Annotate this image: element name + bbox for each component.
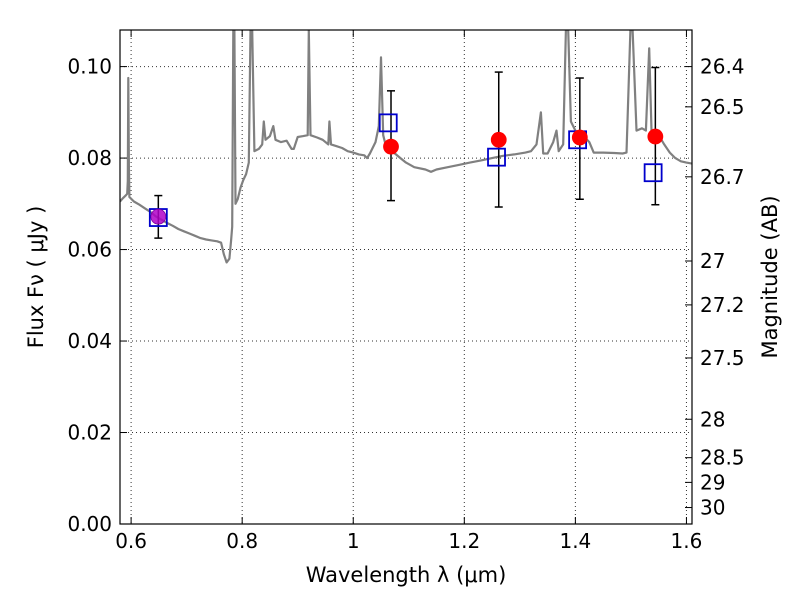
y-tick-label: 0.04 — [67, 329, 112, 353]
y-tick-label: 0.00 — [67, 512, 112, 536]
y2-tick-label: 26.4 — [700, 55, 745, 79]
observed-points — [150, 128, 664, 225]
plot-frame — [119, 29, 693, 525]
y2-tick-label: 30 — [700, 496, 725, 520]
y2-tick-label: 26.5 — [700, 95, 745, 119]
y2-tick-label: 27.5 — [700, 346, 745, 370]
x-tick-label: 1.6 — [671, 529, 703, 553]
y2-tick-label: 26.7 — [700, 165, 745, 189]
x-tick-label: 1.4 — [559, 529, 591, 553]
y-axis-label: Flux Fν ( μJy ) — [24, 206, 48, 349]
y-tick-label: 0.06 — [67, 238, 112, 262]
model-square — [643, 163, 663, 183]
error-bars — [154, 66, 660, 239]
spectrum-line — [120, 30, 692, 264]
model-squares — [148, 113, 663, 227]
x-tick-label: 0.6 — [115, 529, 147, 553]
y2-axis-label: Magnitude (AB) — [758, 195, 782, 358]
x-axis-label: Wavelength λ (μm) — [306, 563, 507, 587]
y2-tick-label: 28.5 — [700, 446, 745, 470]
spectrum — [120, 30, 692, 264]
model-square — [378, 113, 398, 133]
y2-tick-label: 28 — [700, 407, 725, 431]
y2-tick-label: 27.2 — [700, 293, 745, 317]
y-axis: 0.00 0.02 0.04 0.06 0.08 0.10 — [67, 55, 127, 536]
x-axis: 0.6 0.8 1 1.2 1.4 1.6 — [115, 30, 702, 553]
x-tick-label: 1 — [347, 529, 360, 553]
y2-tick-label: 27 — [700, 249, 725, 273]
y-tick-label: 0.08 — [67, 146, 112, 170]
y-tick-label: 0.02 — [67, 421, 112, 445]
observed-point — [647, 128, 664, 145]
y2-tick-label: 29 — [700, 470, 725, 494]
observed-point — [571, 129, 588, 146]
observed-point — [150, 208, 167, 225]
x-tick-label: 1.2 — [448, 529, 480, 553]
grid — [120, 30, 692, 525]
model-square — [487, 147, 506, 167]
observed-point — [490, 131, 507, 148]
x-tick-label: 0.8 — [226, 529, 258, 553]
observed-point — [383, 138, 399, 155]
y-tick-label: 0.10 — [67, 55, 112, 79]
